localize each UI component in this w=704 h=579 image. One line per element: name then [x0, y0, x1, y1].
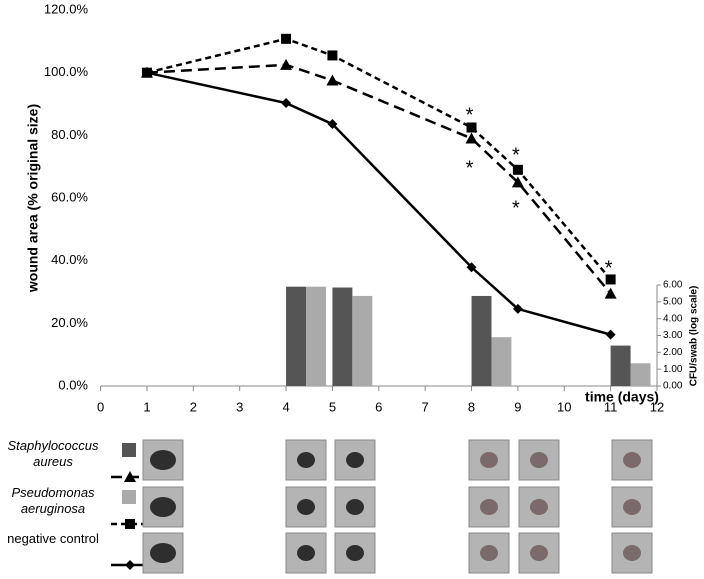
y2-tick-label: 0.00	[663, 381, 683, 392]
wound-spot	[346, 499, 364, 515]
marker	[511, 176, 524, 188]
annotation: *	[466, 104, 474, 126]
marker	[605, 329, 616, 340]
x-tick-label: 7	[422, 399, 429, 414]
wound-spot	[346, 545, 364, 561]
x-tick-label: 10	[557, 399, 571, 414]
x-tick-label: 1	[143, 399, 150, 414]
x-axis-label: time (days)	[585, 389, 659, 405]
marker	[327, 50, 338, 61]
y-tick-label: 120.0%	[44, 1, 89, 16]
bar	[352, 295, 373, 386]
x-tick-label: 4	[282, 399, 289, 414]
y-axis-label: wound area (% original size)	[25, 104, 41, 293]
x-tick-label: 12	[650, 399, 664, 414]
marker	[604, 287, 617, 299]
wound-spot	[623, 452, 641, 468]
marker	[281, 33, 292, 44]
annotation: *	[466, 157, 474, 179]
wound-spot	[480, 545, 498, 561]
line-series	[146, 37, 612, 281]
marker	[512, 164, 523, 175]
legend-marker	[124, 471, 136, 482]
y-tick-label: 80.0%	[51, 127, 88, 142]
legend-marker	[125, 519, 135, 529]
line-series	[146, 71, 611, 336]
x-tick-label: 11	[604, 399, 618, 414]
marker	[605, 274, 616, 285]
wound-spot	[480, 499, 498, 515]
marker	[465, 132, 478, 144]
wound-spot	[150, 543, 176, 563]
bar	[306, 286, 326, 386]
y2-tick-label: 3.00	[663, 330, 683, 341]
wound-spot	[480, 452, 498, 468]
y-tick-label: 100.0%	[44, 64, 89, 79]
y2-tick-label: 2.00	[663, 347, 683, 358]
marker	[466, 262, 477, 273]
wound-spot	[530, 545, 548, 561]
bar	[610, 345, 631, 386]
x-tick-label: 0	[97, 399, 104, 414]
wound-spot	[150, 497, 176, 517]
legend-label: Staphylococcus aureus	[7, 438, 99, 469]
legend-label: negative control	[7, 531, 99, 546]
x-tick-label: 8	[468, 399, 475, 414]
marker	[280, 58, 293, 70]
wound-spot	[530, 452, 548, 468]
wound-spot	[623, 545, 641, 561]
annotation: *	[512, 197, 520, 219]
x-tick-label: 6	[375, 399, 382, 414]
wound-spot	[297, 452, 315, 468]
marker	[466, 122, 477, 133]
y-tick-label: 0.0%	[58, 377, 88, 392]
wound-spot	[623, 499, 641, 515]
bar	[491, 337, 512, 386]
legend-swatch	[122, 443, 136, 457]
wound-spot	[150, 450, 176, 470]
y-tick-label: 20.0%	[51, 315, 88, 330]
marker	[141, 67, 152, 78]
line-series	[146, 63, 612, 295]
wound-spot	[530, 499, 548, 515]
x-tick-label: 2	[190, 399, 197, 414]
marker	[326, 74, 339, 86]
legend-swatch	[122, 490, 136, 504]
bar	[286, 286, 307, 386]
y-tick-label: 60.0%	[51, 189, 88, 204]
x-tick-label: 5	[329, 399, 336, 414]
x-tick-label: 9	[514, 399, 521, 414]
annotation: *	[512, 145, 520, 167]
legend-label: Pseudomonas aeruginosa	[11, 485, 95, 516]
y2-axis-label: CFU/swab (log scale)	[689, 286, 700, 387]
wound-spot	[346, 452, 364, 468]
marker	[512, 303, 523, 314]
y-tick-label: 40.0%	[51, 252, 88, 267]
y2-tick-label: 1.00	[663, 364, 683, 375]
x-tick-label: 3	[236, 399, 243, 414]
bar	[471, 295, 492, 386]
y2-tick-label: 4.00	[663, 313, 683, 324]
wound-spot	[297, 499, 315, 515]
marker	[327, 119, 338, 130]
bar	[332, 287, 353, 386]
wound-spot	[297, 545, 315, 561]
legend-marker	[125, 560, 135, 570]
y2-tick-label: 6.00	[663, 280, 683, 291]
y2-tick-label: 5.00	[663, 296, 683, 307]
marker	[281, 98, 292, 109]
bar	[630, 363, 651, 386]
annotation: *	[605, 257, 613, 279]
